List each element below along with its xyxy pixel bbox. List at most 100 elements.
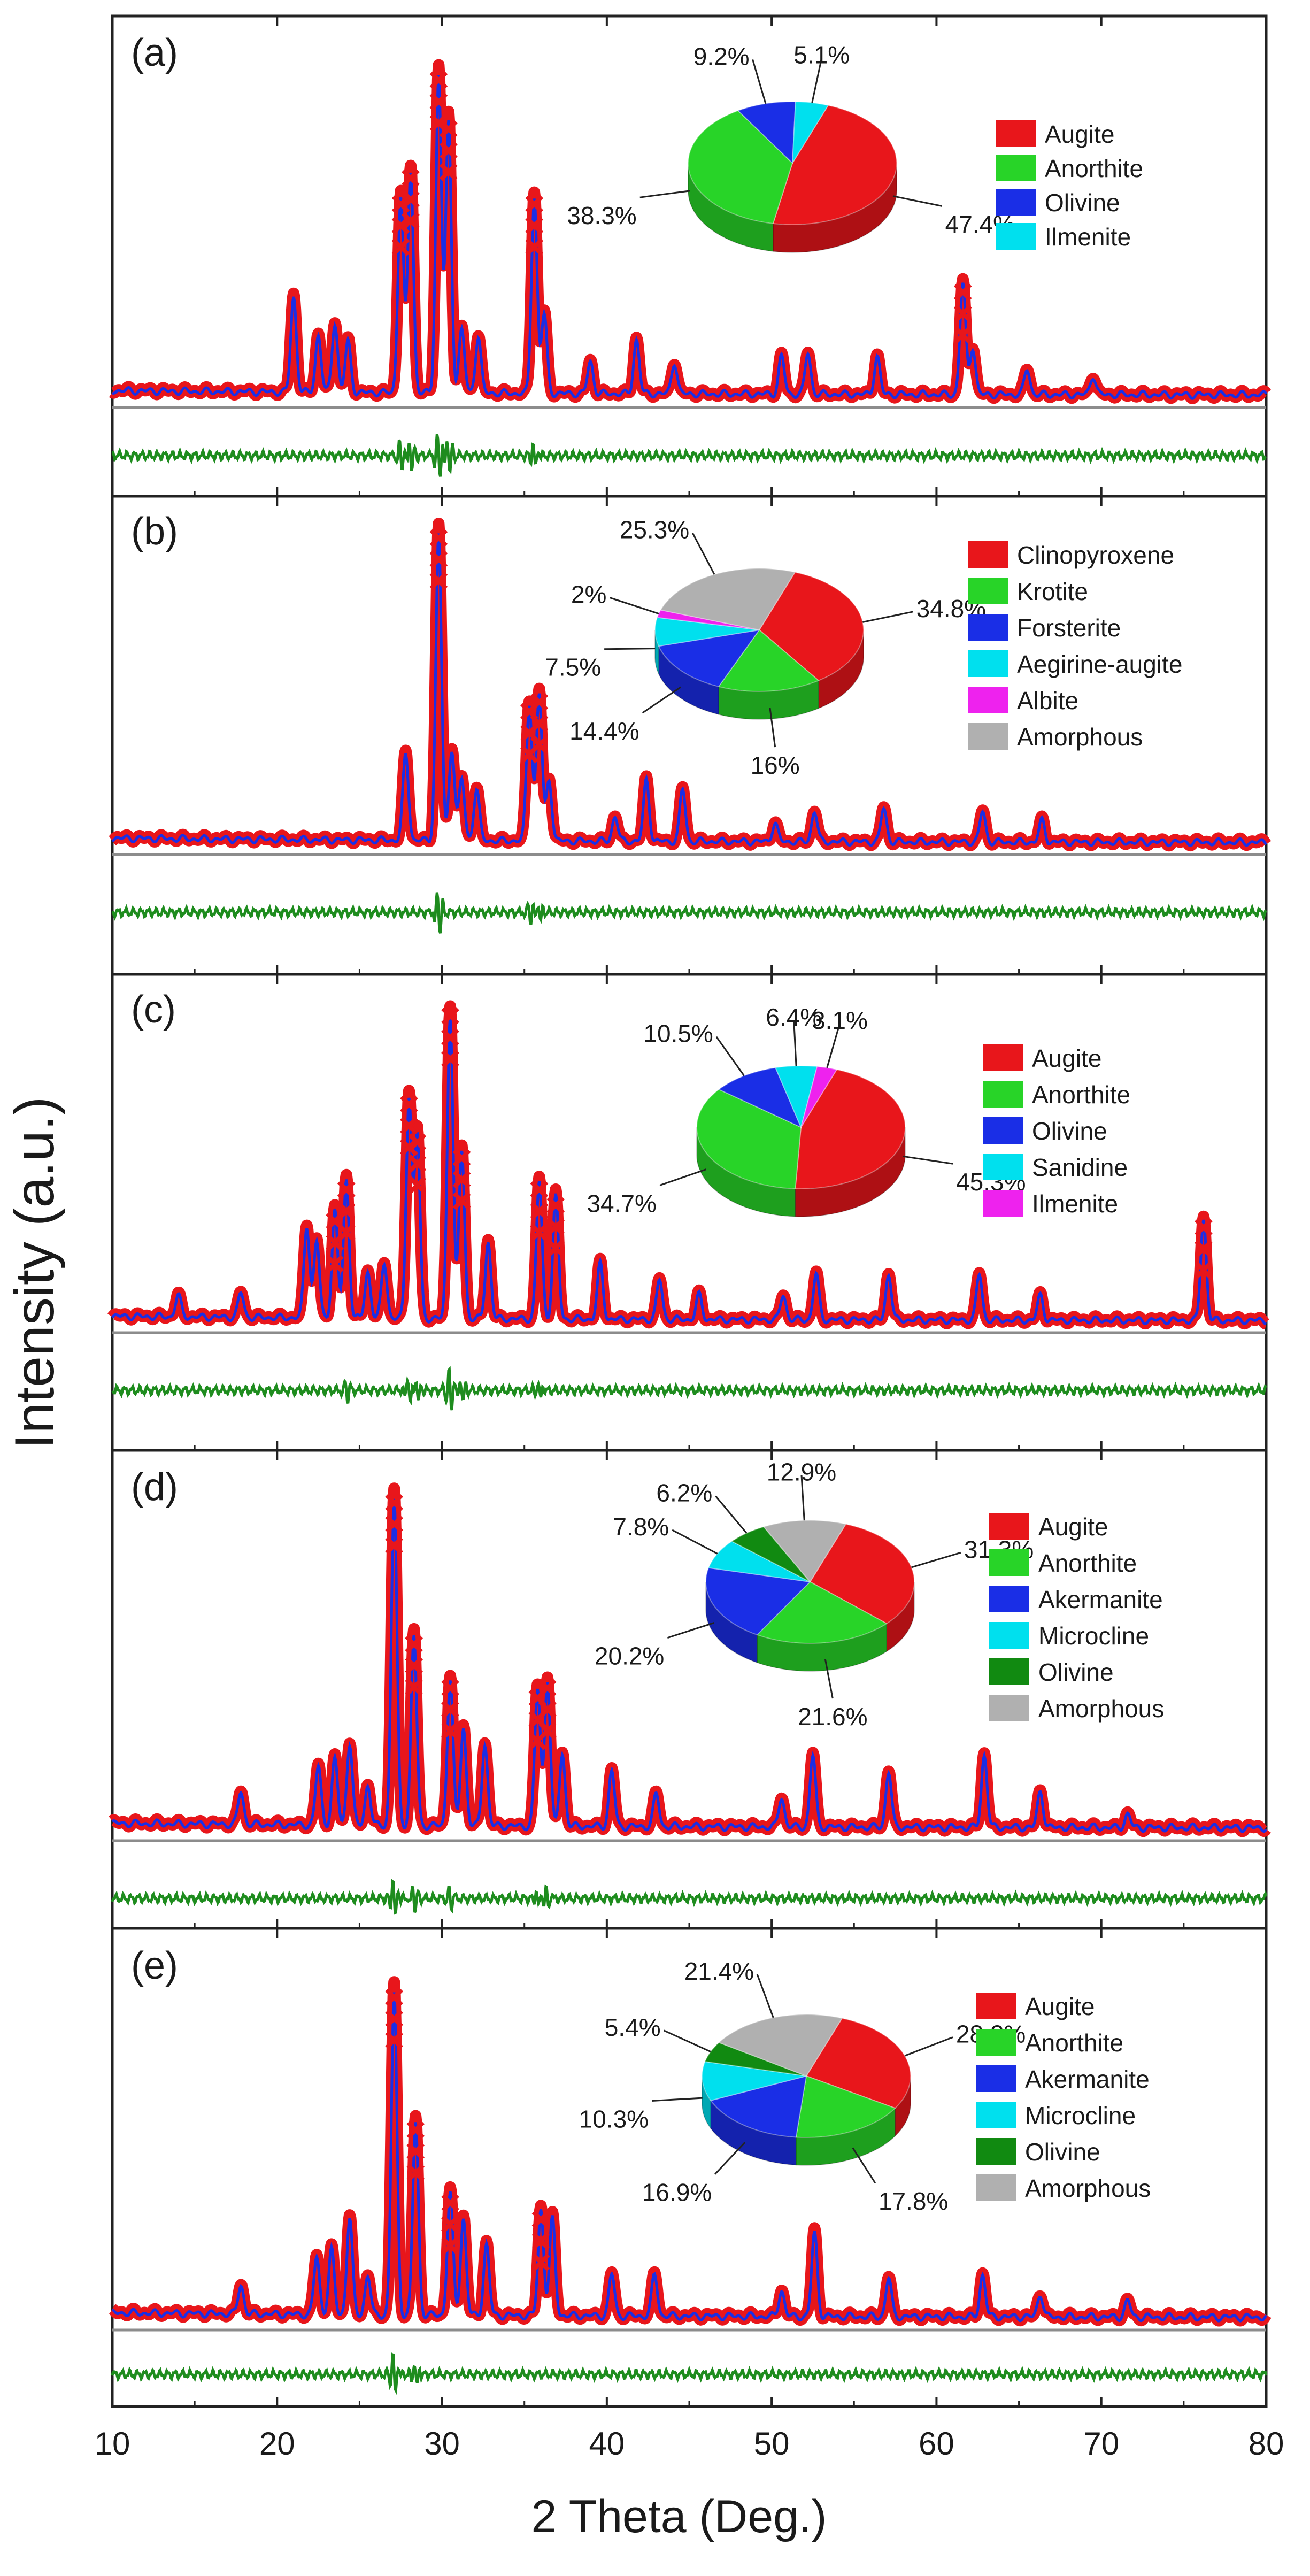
legend-swatch (968, 578, 1008, 604)
pie-percent-label: 5.4% (605, 2013, 661, 2041)
panel-c: (c)45.3%34.7%10.5%6.4%3.1%AugiteAnorthit… (107, 973, 1272, 1452)
peak-marker (452, 1170, 471, 1189)
panel-label: (e) (131, 1944, 178, 1987)
pie-leader (691, 532, 715, 575)
peak-marker (546, 1239, 565, 1257)
pie-slice-akermanite (710, 2075, 807, 2138)
pie-leader (892, 195, 942, 207)
pie-leader (642, 686, 681, 714)
pie-slice-amorphous (718, 2013, 843, 2077)
pie-slice-anorthite (696, 1088, 802, 1189)
legend-entry: Anorthite (1025, 2029, 1123, 2057)
peak-marker (441, 1679, 459, 1697)
panel-e: (e)28.2%17.8%16.9%10.3%5.4%21.4%AugiteAn… (107, 1927, 1272, 2408)
pie-slice-krotite (718, 629, 820, 692)
pie-leader (904, 2036, 953, 2057)
panel-label: (b) (131, 510, 178, 553)
x-axis: 10 20 30 40 50 60 70 80 (95, 2426, 1284, 2462)
pie-percent-label: 5.1% (793, 41, 850, 68)
pie-leader (639, 190, 690, 198)
peak-marker (440, 163, 458, 181)
pie-leader (824, 1659, 834, 1699)
legend: Augite Anorthite Olivine Sanidine Ilmenite (983, 1044, 1130, 1218)
pie-percent-label: 10.5% (643, 1020, 713, 1048)
peak-marker (538, 1721, 557, 1740)
peak-marker (337, 1223, 356, 1242)
pie-percent-label: 25.3% (620, 516, 689, 543)
peak-marker (546, 1196, 565, 1214)
peak-marker (441, 1721, 459, 1740)
pie-leader (609, 597, 659, 614)
pie-percent-label: 21.4% (684, 1957, 754, 1985)
pie-leader (911, 1551, 961, 1568)
legend-swatch (976, 2029, 1016, 2056)
legend-entry: Olivine (1045, 189, 1120, 217)
peak-marker (441, 1050, 459, 1068)
difference-curve (111, 1366, 1267, 1411)
panel-label: (d) (131, 1466, 178, 1509)
peak-marker (440, 120, 458, 139)
pie-percent-label: 38.3% (567, 202, 636, 229)
pie-leader (667, 1621, 715, 1639)
pie-leader (715, 1495, 748, 1534)
pie-leader (862, 611, 913, 623)
legend-entry: Clinopyroxene (1017, 541, 1174, 569)
pie-leader (664, 2029, 711, 2052)
pie-slice-microcline (702, 2060, 807, 2102)
peak-marker (385, 1494, 403, 1512)
x-tick-label: 20 (259, 2426, 295, 2462)
panel-d: (d)31.3%21.6%20.2%7.8%6.2%12.9%AugiteAno… (107, 1449, 1272, 1930)
peak-marker (452, 1149, 471, 1167)
peak-marker (406, 2164, 425, 2182)
peak-marker (385, 2031, 403, 2049)
pie-leader (793, 1020, 797, 1066)
peak-marker (441, 1007, 459, 1025)
difference-curve (111, 1879, 1268, 1915)
calculated-profile (111, 533, 1268, 848)
legend-swatch (989, 1586, 1029, 1612)
peak-marker (531, 2253, 550, 2272)
peak-marker (429, 71, 448, 89)
legend-entry: Ilmenite (1032, 1190, 1118, 1218)
peak-marker (530, 1180, 549, 1199)
peak-marker (1195, 1218, 1213, 1237)
legend-swatch (989, 1622, 1029, 1649)
legend-swatch (989, 1658, 1029, 1685)
y-axis-label: Intensity (a.u.) (4, 1097, 66, 1449)
legend-swatch (976, 2065, 1016, 2092)
peak-marker (429, 550, 448, 568)
peak-marker (538, 1679, 557, 1697)
peak-marker (441, 1700, 459, 1719)
calculated-profile (111, 1498, 1267, 1833)
peak-marker (530, 1202, 549, 1220)
pie-slice-olivine (730, 1526, 811, 1582)
pie-slice-augite (795, 1068, 906, 1190)
peak-marker (391, 195, 410, 213)
pie-slice-clinopyroxene (758, 571, 864, 681)
peak-marker (546, 1218, 565, 1236)
pie-leader (800, 1475, 805, 1521)
legend: Clinopyroxene Krotite Forsterite Aegirine-a… (968, 541, 1182, 751)
peak-marker (429, 93, 448, 111)
x-tick-label: 50 (754, 2426, 790, 2462)
peak-marker (408, 1133, 427, 1151)
legend-entry: Ilmenite (1045, 223, 1131, 251)
pie-leader (715, 1036, 745, 1076)
pie-percent-label: 3.1% (812, 1006, 868, 1034)
difference-curve (111, 2352, 1268, 2395)
x-tick-label: 60 (919, 2426, 954, 2462)
legend-swatch (996, 155, 1036, 181)
pie-slice-amorphous (660, 567, 796, 631)
panel-label: (c) (131, 988, 176, 1031)
peak-marker (530, 1223, 549, 1242)
panels-group: (a)47.4%38.3%9.2% 5.1%AugiteAnorthiteOliv… (107, 14, 1272, 2408)
legend: Augite Anorthite Akermanite Microcline Olivi… (976, 1993, 1151, 2202)
legend-entry: Microcline (1025, 2102, 1136, 2129)
peak-marker (441, 1028, 459, 1047)
peak-marker (525, 195, 544, 213)
peak-marker (538, 1700, 557, 1719)
peak-marker (530, 714, 549, 733)
peak-marker (530, 735, 549, 754)
x-tick-label: 40 (589, 2426, 625, 2462)
